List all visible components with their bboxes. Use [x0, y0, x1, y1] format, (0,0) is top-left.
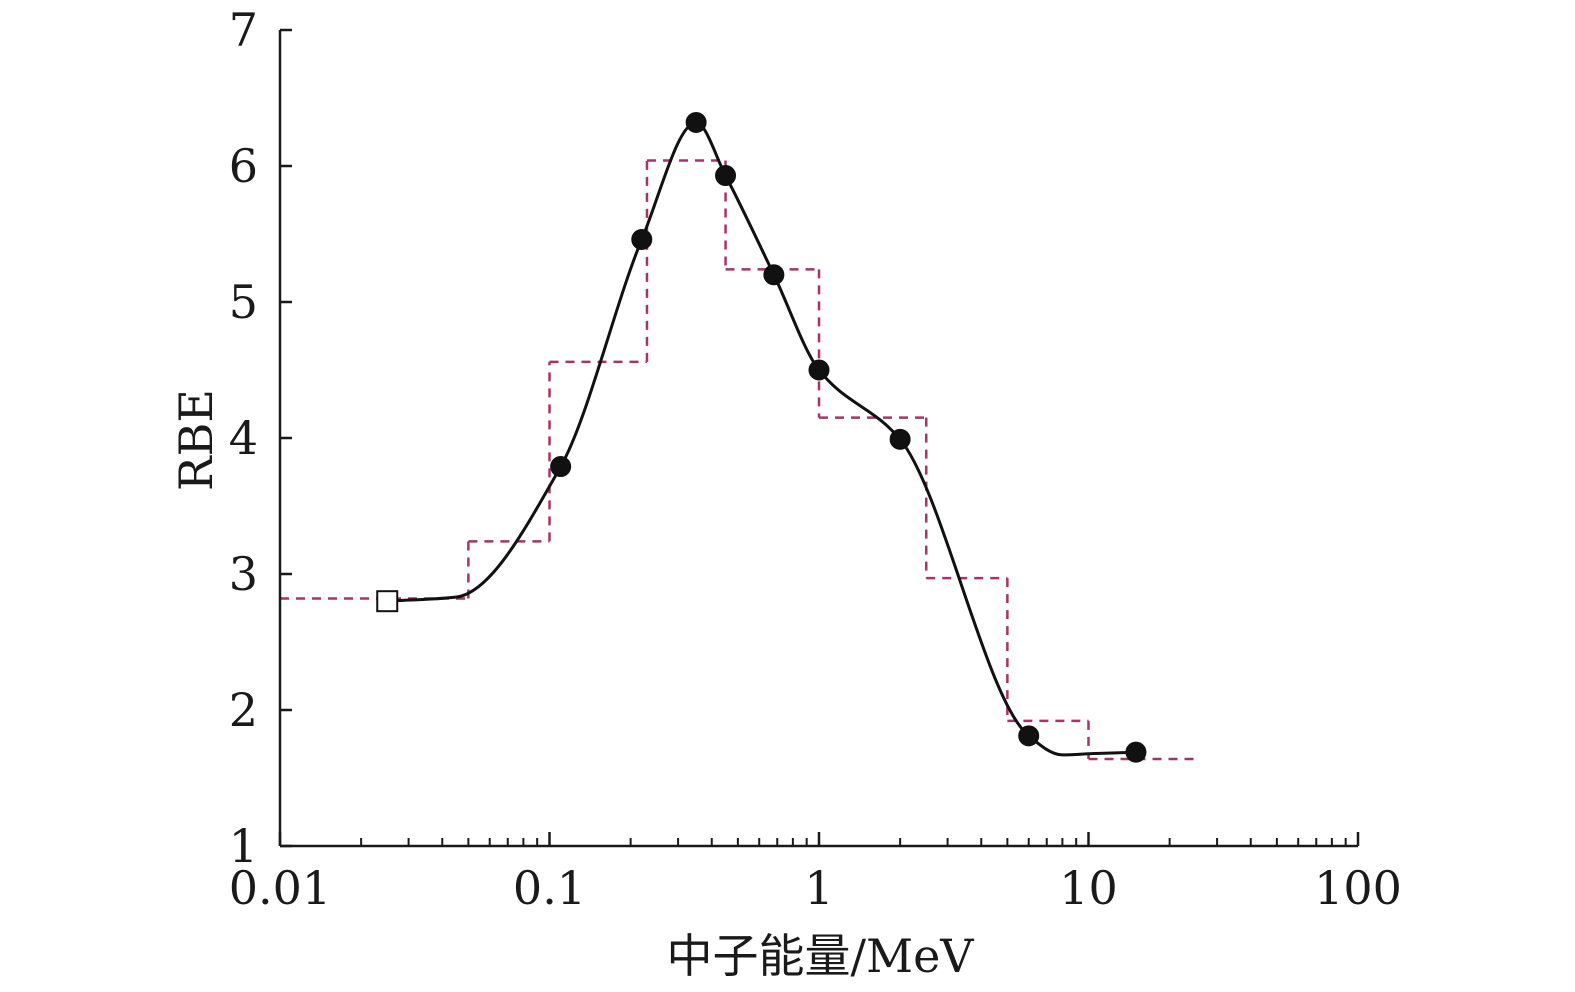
- y-tick-label: 1: [229, 819, 258, 873]
- x-tick-label: 10: [1059, 861, 1118, 915]
- open-square-marker: [376, 590, 399, 613]
- ticks: 1 2 3 4 5 6 7 0.01 0.1 1 10 100: [229, 3, 1402, 915]
- y-tick-label: 4: [229, 411, 258, 465]
- y-axis-title: RBE: [169, 389, 223, 491]
- data-point-marker: [1018, 725, 1040, 747]
- x-tick-label: 100: [1314, 861, 1402, 915]
- x-tick-label: 1: [804, 861, 833, 915]
- data-point-marker: [889, 428, 911, 450]
- x-tick-label: 0.01: [229, 861, 331, 915]
- x-axis-title: 中子能量/MeV: [666, 929, 974, 983]
- y-tick-label: 5: [229, 275, 258, 329]
- y-tick-label: 6: [229, 139, 258, 193]
- data-point-marker: [1125, 741, 1147, 763]
- data-point-marker: [550, 456, 572, 478]
- axes: [278, 30, 1358, 848]
- x-tick-label: 0.1: [513, 861, 586, 915]
- y-tick-label: 7: [229, 3, 258, 57]
- data-point-marker: [685, 111, 707, 133]
- data-point-marker: [715, 165, 737, 187]
- y-tick-label: 3: [229, 547, 258, 601]
- step-series: [280, 159, 1196, 761]
- rbe-curve: [387, 120, 1137, 757]
- data-point-marker: [763, 264, 785, 286]
- y-tick-label: 2: [229, 683, 258, 737]
- data-point-marker: [808, 359, 830, 381]
- data-markers: [376, 111, 1147, 763]
- data-point-marker: [631, 228, 653, 250]
